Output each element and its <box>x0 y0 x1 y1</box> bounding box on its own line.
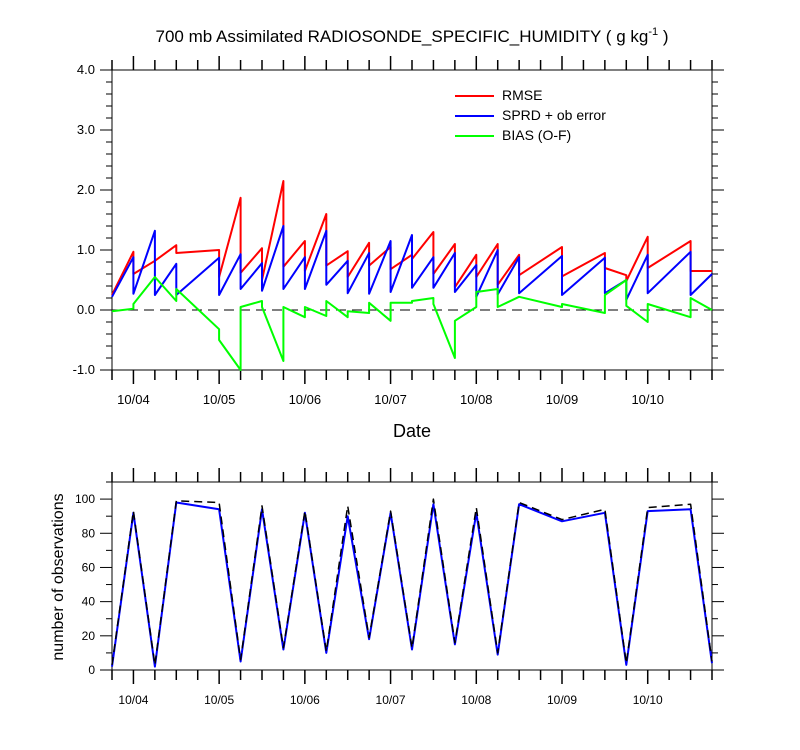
bottom-plot-y-tick-labels: 0 20 40 60 80 100 <box>75 492 95 677</box>
legend: RMSE SPRD + ob error BIAS (O-F) <box>455 87 606 143</box>
x-tick-label: 10/09 <box>547 693 577 707</box>
y-tick-label: 1.0 <box>77 242 95 257</box>
y-axis-label: number of observations <box>50 493 67 660</box>
x-tick-label: 10/09 <box>546 392 579 407</box>
legend-label: SPRD + ob error <box>502 107 606 123</box>
y-tick-label: 0 <box>88 663 95 677</box>
series-used <box>111 501 713 668</box>
chart-title-main: 700 mb Assimilated RADIOSONDE_SPECIFIC_H… <box>156 27 649 46</box>
y-tick-label: 40 <box>82 595 96 609</box>
x-tick-label: 10/05 <box>203 392 236 407</box>
x-tick-label: 10/10 <box>633 693 663 707</box>
chart-title: 700 mb Assimilated RADIOSONDE_SPECIFIC_H… <box>156 26 669 46</box>
top-plot-series <box>111 180 713 371</box>
y-tick-label: 4.0 <box>77 62 95 77</box>
legend-label: RMSE <box>502 87 542 103</box>
chart-title-exponent: -1 <box>648 26 658 38</box>
y-tick-label: 0.0 <box>77 302 95 317</box>
top-plot-y-tick-labels: -1.0 0.0 1.0 2.0 3.0 4.0 <box>73 62 95 377</box>
legend-label: BIAS (O-F) <box>502 127 571 143</box>
x-tick-label: 10/05 <box>204 693 234 707</box>
y-tick-label: 60 <box>82 560 96 574</box>
x-tick-label: 10/08 <box>460 392 493 407</box>
series-possible <box>111 498 713 666</box>
bottom-plot-frame <box>111 481 713 671</box>
x-tick-label: 10/04 <box>117 392 150 407</box>
chart-title-close: ) <box>658 27 668 46</box>
x-axis-label: Date <box>393 421 431 441</box>
series-sprd-ob-error <box>111 225 713 301</box>
bottom-plot-ticks <box>100 468 724 684</box>
x-tick-label: 10/08 <box>461 693 491 707</box>
x-tick-label: 10/06 <box>290 693 320 707</box>
x-tick-label: 10/07 <box>376 693 406 707</box>
top-plot-x-tick-labels: 10/04 10/05 10/06 10/07 10/08 10/09 10/10 <box>117 392 664 407</box>
top-plot-ticks <box>100 56 724 384</box>
y-tick-label: 100 <box>75 492 95 506</box>
x-tick-label: 10/06 <box>289 392 322 407</box>
y-tick-label: 2.0 <box>77 182 95 197</box>
bottom-plot-x-tick-labels: 10/04 10/05 10/06 10/07 10/08 10/09 10/10 <box>118 693 663 707</box>
series-bias-o-f <box>111 276 713 371</box>
y-tick-label: -1.0 <box>73 362 95 377</box>
y-tick-label: 80 <box>82 526 96 540</box>
y-tick-label: 20 <box>82 629 96 643</box>
y-tick-label: 3.0 <box>77 122 95 137</box>
x-tick-label: 10/10 <box>631 392 664 407</box>
x-tick-label: 10/07 <box>374 392 407 407</box>
x-tick-label: 10/04 <box>118 693 148 707</box>
top-plot-frame <box>111 69 713 371</box>
bottom-plot-series <box>111 498 713 668</box>
rmse-spread-bias-plot: -1.0 0.0 1.0 2.0 3.0 4.0 10/04 10/05 10/06 10/07… <box>73 56 724 441</box>
